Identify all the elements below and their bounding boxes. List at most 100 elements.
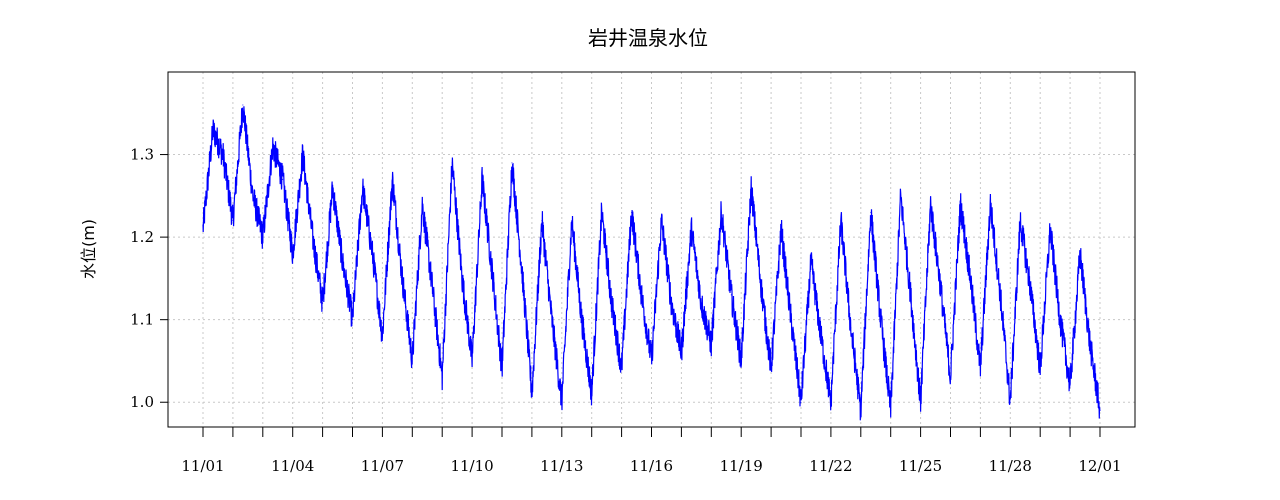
data-point <box>1009 401 1011 403</box>
data-point <box>740 360 742 362</box>
data-point <box>381 335 383 337</box>
water-level-line <box>202 106 1101 421</box>
data-point <box>1019 220 1021 222</box>
data-point <box>631 211 633 213</box>
data-point <box>292 253 294 255</box>
data-point <box>850 327 852 329</box>
data-point <box>541 220 543 222</box>
y-tick-label: 1.1 <box>130 311 154 329</box>
data-point <box>830 401 832 403</box>
data-point <box>860 409 862 411</box>
data-point <box>212 129 214 131</box>
data-point <box>920 401 922 403</box>
data-point <box>262 236 264 238</box>
x-tick-label: 11/25 <box>899 457 942 475</box>
data-point <box>870 211 872 213</box>
data-point <box>202 228 204 230</box>
data-point <box>521 269 523 271</box>
data-point <box>1039 368 1041 370</box>
data-point <box>700 302 702 304</box>
data-point <box>272 145 274 147</box>
data-point <box>511 162 513 164</box>
data-point <box>999 294 1001 296</box>
data-point <box>790 319 792 321</box>
x-axis: 11/01 11/04 11/07 11/10 11/13 11/16 11/19 11/22… <box>181 427 1122 475</box>
data-point <box>571 220 573 222</box>
data-point <box>950 376 951 378</box>
data-point <box>820 335 822 337</box>
data-point <box>501 368 503 370</box>
data-point <box>531 393 533 395</box>
data-point <box>641 294 643 296</box>
data-point <box>890 409 892 411</box>
data-point <box>989 203 991 205</box>
data-point <box>401 277 403 279</box>
data-point <box>1099 409 1101 411</box>
data-point <box>601 211 603 213</box>
data-point <box>322 302 324 304</box>
data-point <box>302 154 304 156</box>
data-point <box>770 368 772 370</box>
data-point <box>910 294 912 296</box>
data-point <box>252 195 254 197</box>
data-point <box>371 253 373 255</box>
data-point <box>800 401 802 403</box>
data-point <box>979 368 981 370</box>
data-point <box>611 302 613 304</box>
data-point <box>750 187 752 189</box>
data-point <box>1059 319 1061 321</box>
data-point <box>730 294 732 296</box>
x-tick-label: 12/01 <box>1078 457 1121 475</box>
data-point <box>441 376 443 378</box>
data-point <box>352 319 353 321</box>
data-point <box>481 178 483 180</box>
data-point <box>551 319 553 321</box>
data-point <box>591 393 593 395</box>
x-tick-label: 11/04 <box>271 457 314 475</box>
data-point <box>232 220 234 222</box>
data-point <box>342 261 344 263</box>
data-point <box>780 228 782 230</box>
data-point <box>959 203 961 205</box>
data-point <box>1029 286 1031 288</box>
x-tick-label: 11/07 <box>361 457 404 475</box>
data-point <box>431 286 433 288</box>
data-point <box>880 319 882 321</box>
data-point <box>451 162 453 164</box>
data-point <box>361 187 363 189</box>
data-point <box>660 220 662 222</box>
data-point <box>581 319 583 321</box>
chart-title: 岩井温泉水位 <box>588 26 708 50</box>
x-tick-label: 11/22 <box>809 457 852 475</box>
data-point <box>421 203 423 205</box>
x-tick-label: 11/28 <box>989 457 1032 475</box>
y-tick-label: 1.0 <box>130 393 154 411</box>
y-axis: 1.0 1.1 1.2 1.3 <box>130 146 168 411</box>
y-tick-label: 1.3 <box>130 146 154 164</box>
data-point <box>940 286 942 288</box>
data-point <box>1069 385 1071 387</box>
y-axis-label: 水位(m) <box>79 219 98 279</box>
data-point <box>242 104 244 106</box>
data-point <box>391 178 393 180</box>
x-tick-label: 11/10 <box>450 457 493 475</box>
data-point <box>900 195 902 197</box>
data-point <box>651 360 652 362</box>
data-point <box>680 352 682 354</box>
data-point <box>840 220 842 222</box>
data-point <box>282 178 284 180</box>
data-point <box>471 360 473 362</box>
x-tick-label: 11/19 <box>720 457 763 475</box>
data-point <box>332 187 334 189</box>
data-point <box>720 211 722 213</box>
data-point <box>760 286 762 288</box>
data-point <box>1079 253 1081 255</box>
data-point <box>561 401 563 403</box>
data-point <box>222 154 224 156</box>
data-point <box>810 261 812 263</box>
data-point <box>1049 228 1051 230</box>
data-point <box>969 277 971 279</box>
data-point <box>930 203 932 205</box>
